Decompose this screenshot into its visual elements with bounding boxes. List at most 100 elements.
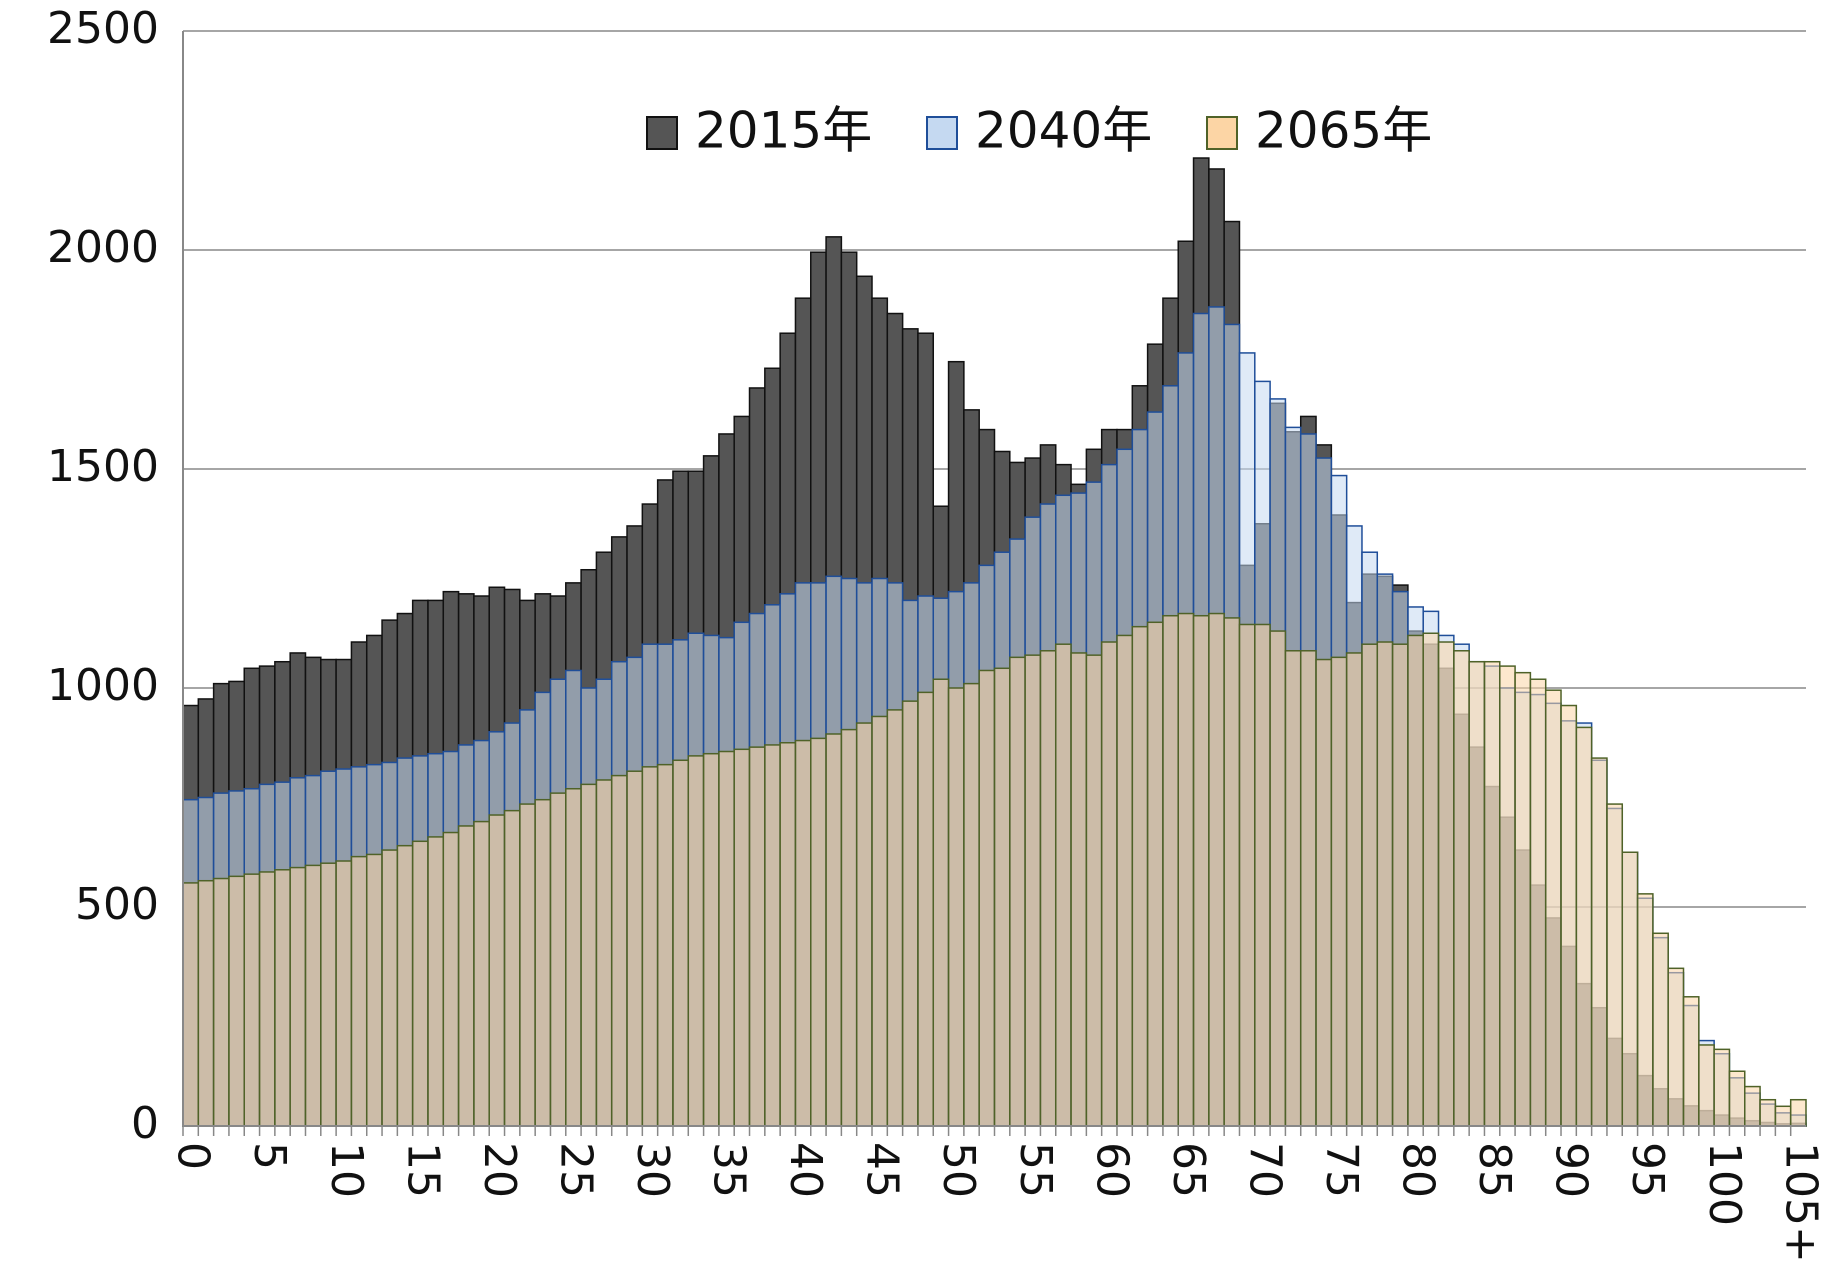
x-tick-label: 15 [397, 1142, 448, 1198]
bar [840, 728, 858, 1127]
x-tick-label: 70 [1239, 1142, 1290, 1198]
bar [932, 678, 950, 1127]
bar [1070, 652, 1088, 1127]
bar [1437, 641, 1455, 1127]
bar [519, 803, 536, 1127]
bar [1269, 630, 1287, 1127]
bar [1146, 621, 1164, 1127]
bar [549, 792, 567, 1127]
bar [871, 715, 889, 1127]
bar [396, 844, 414, 1127]
x-tick-label: 95 [1622, 1142, 1673, 1198]
bar [1590, 757, 1608, 1127]
bar [794, 739, 812, 1127]
x-tick-label: 60 [1086, 1142, 1137, 1198]
bar [1621, 851, 1639, 1127]
bar [503, 809, 521, 1127]
bar [1177, 612, 1195, 1127]
bar [1422, 632, 1440, 1127]
y-tick-label: 0 [131, 1098, 159, 1149]
bar [1682, 996, 1700, 1127]
bar [641, 766, 659, 1127]
bar [1254, 623, 1271, 1127]
legend-swatch [926, 116, 958, 150]
bar [228, 875, 245, 1127]
bar [1759, 1098, 1777, 1127]
bar [1789, 1098, 1807, 1127]
x-tick-label: 80 [1393, 1142, 1444, 1198]
bar [595, 779, 613, 1127]
bar [1054, 643, 1072, 1127]
bar [1407, 634, 1424, 1127]
bar [917, 691, 935, 1127]
bar [1744, 1085, 1761, 1127]
bar [1345, 652, 1363, 1127]
bar [1391, 643, 1409, 1127]
legend-label: 2040年 [975, 102, 1152, 160]
x-tick-label: 45 [857, 1142, 908, 1198]
x-tick-label: 20 [474, 1142, 525, 1198]
bar [457, 825, 475, 1127]
bar [1024, 654, 1042, 1127]
bar [1009, 656, 1026, 1127]
x-tick-label: 85 [1469, 1142, 1520, 1198]
bar [810, 737, 827, 1127]
bar [1162, 614, 1179, 1127]
bar [1713, 1048, 1731, 1127]
bar [901, 700, 919, 1127]
bar [1483, 660, 1501, 1127]
bar [197, 879, 215, 1127]
bar [258, 871, 276, 1127]
bar [718, 750, 735, 1127]
x-tick-label: 75 [1316, 1142, 1367, 1198]
bar [1575, 726, 1593, 1127]
bar [1361, 643, 1379, 1127]
x-tick-label: 50 [933, 1142, 984, 1198]
bar [488, 814, 506, 1127]
bar [963, 682, 980, 1127]
legend-swatch [646, 116, 678, 150]
bar [1299, 650, 1317, 1127]
bar [442, 831, 460, 1127]
x-tick-label: 65 [1163, 1142, 1214, 1198]
y-tick-label: 500 [75, 879, 159, 930]
bar [320, 862, 337, 1127]
bar [687, 755, 705, 1127]
bar [610, 774, 628, 1127]
x-tick-label: 55 [1010, 1142, 1061, 1198]
bar [1529, 678, 1547, 1127]
bar [381, 849, 399, 1127]
x-tick-label: 5 [244, 1142, 295, 1170]
bar [1192, 614, 1210, 1127]
bar [565, 787, 582, 1127]
x-tick-label: 40 [780, 1142, 831, 1198]
bar [427, 836, 445, 1127]
bar [304, 864, 322, 1127]
bar [748, 746, 766, 1127]
bar [702, 752, 720, 1127]
legend-swatch [1206, 116, 1238, 150]
bar [978, 669, 996, 1127]
bar [473, 820, 490, 1127]
bar [1560, 704, 1578, 1127]
legend-label: 2015年 [695, 102, 872, 160]
bar [1100, 641, 1118, 1127]
bar [1499, 665, 1516, 1127]
bar [1652, 932, 1669, 1127]
bar [1116, 634, 1134, 1127]
bar [1453, 650, 1470, 1127]
bar [1636, 893, 1654, 1127]
bar [1774, 1105, 1792, 1127]
x-tick-label: 25 [550, 1142, 601, 1198]
bar [1698, 1044, 1715, 1127]
bar [672, 759, 690, 1127]
bar [212, 877, 230, 1127]
bar [1208, 612, 1225, 1127]
bar [1315, 658, 1333, 1127]
bar [1284, 650, 1302, 1127]
x-tick-label: 10 [321, 1142, 372, 1198]
y-tick-label: 2500 [47, 3, 159, 54]
bar [580, 783, 598, 1127]
bar [855, 722, 873, 1127]
